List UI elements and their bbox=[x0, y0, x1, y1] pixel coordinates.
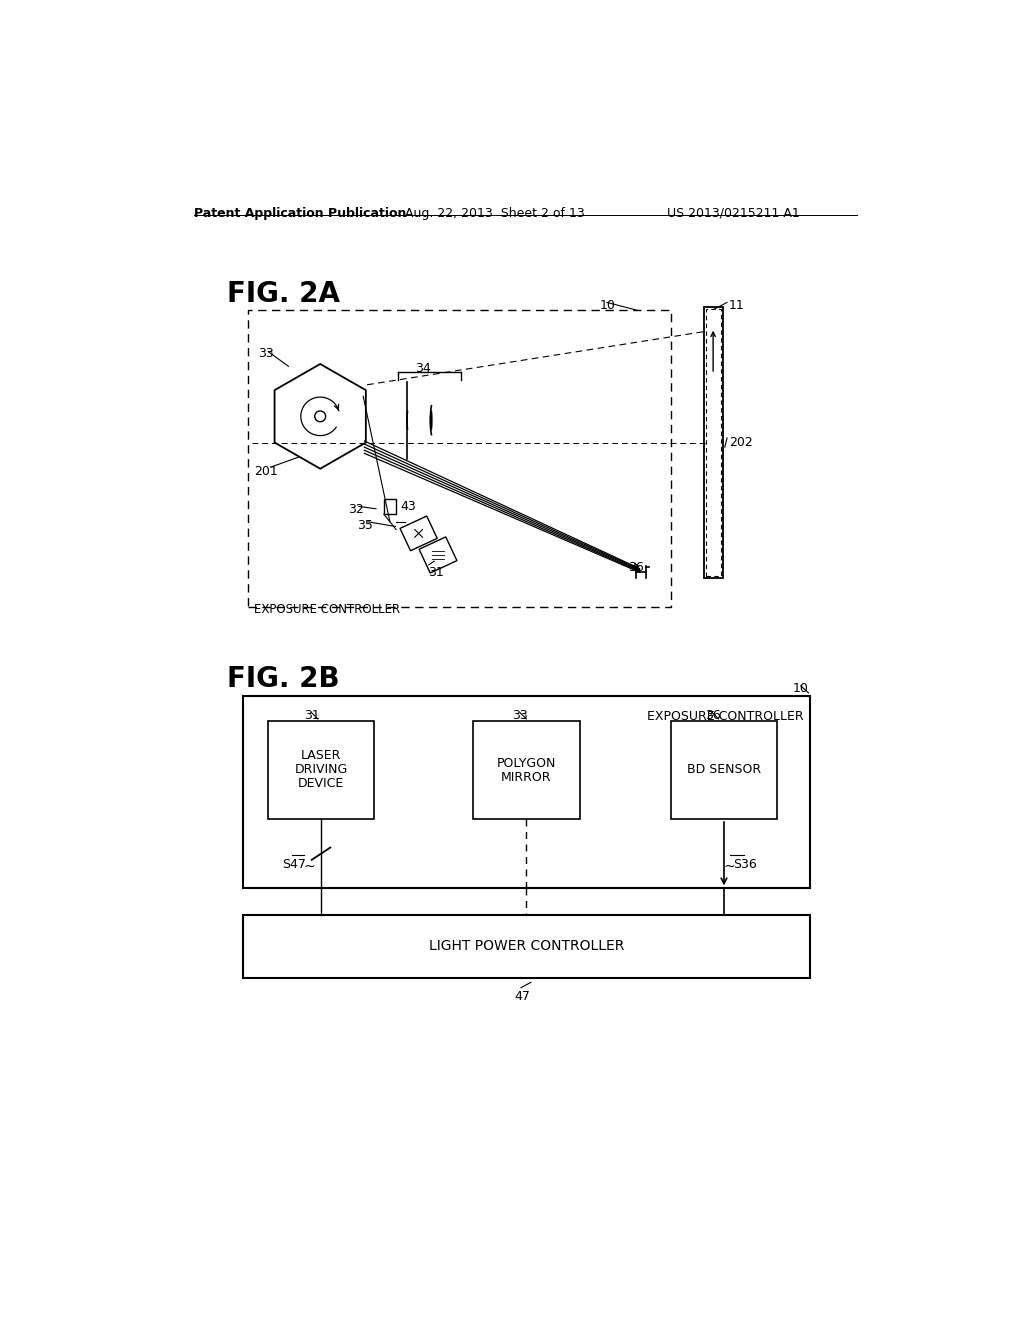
Text: 11: 11 bbox=[729, 300, 744, 313]
Text: 33: 33 bbox=[512, 709, 528, 722]
Text: 201: 201 bbox=[254, 465, 279, 478]
Text: 202: 202 bbox=[729, 436, 753, 449]
Text: Aug. 22, 2013  Sheet 2 of 13: Aug. 22, 2013 Sheet 2 of 13 bbox=[406, 207, 585, 220]
Text: ~: ~ bbox=[304, 859, 315, 874]
Text: 36: 36 bbox=[705, 709, 720, 722]
Text: LIGHT POWER CONTROLLER: LIGHT POWER CONTROLLER bbox=[429, 940, 624, 953]
Text: DEVICE: DEVICE bbox=[298, 777, 344, 791]
Text: 31: 31 bbox=[428, 566, 443, 578]
Text: LASER: LASER bbox=[301, 750, 341, 763]
Text: 10: 10 bbox=[793, 682, 809, 696]
Text: DRIVING: DRIVING bbox=[294, 763, 347, 776]
Bar bbox=[267, 721, 375, 818]
Bar bbox=[707, 309, 721, 576]
Text: BD SENSOR: BD SENSOR bbox=[687, 763, 761, 776]
Text: 34: 34 bbox=[415, 363, 430, 375]
Text: 36: 36 bbox=[628, 561, 644, 574]
Text: EXPOSURE CONTROLLER: EXPOSURE CONTROLLER bbox=[647, 710, 804, 723]
Bar bbox=[384, 499, 396, 515]
Bar bbox=[248, 310, 671, 607]
Text: 33: 33 bbox=[258, 347, 274, 360]
Text: 47: 47 bbox=[515, 990, 530, 1003]
Text: 35: 35 bbox=[357, 519, 374, 532]
Text: FIG. 2A: FIG. 2A bbox=[227, 280, 340, 308]
Text: MIRROR: MIRROR bbox=[501, 771, 552, 784]
Text: 31: 31 bbox=[304, 709, 319, 722]
Bar bbox=[703, 308, 723, 578]
Text: 10: 10 bbox=[599, 300, 615, 313]
Text: US 2013/0215211 A1: US 2013/0215211 A1 bbox=[667, 207, 800, 220]
Text: FIG. 2B: FIG. 2B bbox=[227, 665, 340, 693]
Bar bbox=[473, 721, 580, 818]
Bar bbox=[671, 721, 777, 818]
Text: 32: 32 bbox=[348, 503, 364, 516]
Text: EXPOSURE CONTROLLER: EXPOSURE CONTROLLER bbox=[254, 603, 400, 615]
Text: ~: ~ bbox=[724, 859, 735, 874]
Text: Patent Application Publication: Patent Application Publication bbox=[194, 207, 407, 220]
Text: S36: S36 bbox=[733, 858, 757, 871]
Text: S47: S47 bbox=[283, 858, 306, 871]
Bar bbox=[243, 696, 810, 888]
Bar bbox=[243, 915, 810, 978]
Text: 43: 43 bbox=[400, 500, 417, 513]
Text: POLYGON: POLYGON bbox=[497, 758, 556, 770]
